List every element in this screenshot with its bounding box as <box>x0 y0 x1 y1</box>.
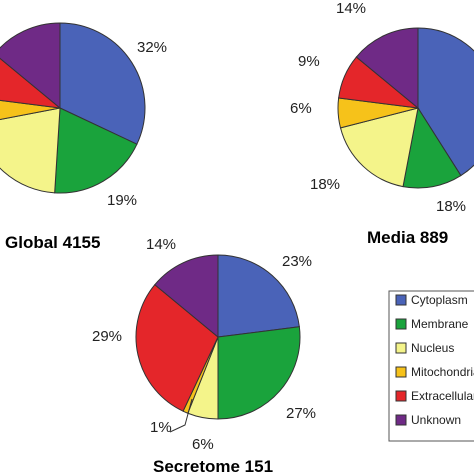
pie-secretome-slice-unknown <box>154 254 219 339</box>
pie-media-label-mitochondria: 6% <box>290 100 312 117</box>
pie-media-label-nucleus: 18% <box>310 176 340 193</box>
pie-secretome-slice-cytoplasm <box>217 254 300 338</box>
pie-secretome-label-extracellular: 29% <box>92 328 122 345</box>
legend-label-extracellular: Extracellular <box>411 389 474 403</box>
legend-label-membrane: Membrane <box>411 317 469 331</box>
legend-label-unknown: Unknown <box>411 413 461 427</box>
pie-media-label-unknown: 14% <box>336 0 366 17</box>
legend-swatch-cytoplasm <box>395 294 407 306</box>
pie-secretome-label-nucleus: 6% <box>192 436 214 453</box>
pie-global-label-cytoplasm: 32% <box>137 39 167 56</box>
pie-global-slice-membrane <box>54 107 138 194</box>
pie-secretome-label-mitochondria: 1% <box>150 419 172 436</box>
legend-swatch-extracellular <box>395 390 407 402</box>
pie-secretome-label-membrane: 27% <box>286 405 316 422</box>
pie-global-slice-nucleus <box>0 107 61 194</box>
pie-secretome-slice-membrane <box>217 326 301 420</box>
pie-title-media: Media 889 <box>367 228 448 247</box>
pie-global-slice-cytoplasm <box>59 22 146 145</box>
legend-swatch-unknown <box>395 414 407 426</box>
legend-label-mitochondria: Mitochondria <box>411 365 474 379</box>
pie-title-global: Global 4155 <box>5 233 100 252</box>
pie-media-label-extracellular: 9% <box>298 53 320 70</box>
legend-swatch-membrane <box>395 318 407 330</box>
leader-line-secretome-mitochondria <box>169 398 193 433</box>
legend-swatch-nucleus <box>395 342 407 354</box>
legend-swatch-mitochondria <box>395 366 407 378</box>
pie-media-slice-cytoplasm <box>417 27 474 177</box>
pie-global-label-membrane: 19% <box>107 192 137 209</box>
legend-label-nucleus: Nucleus <box>411 341 454 355</box>
pie-secretome-slice-extracellular <box>135 284 219 412</box>
pie-secretome-label-unknown: 14% <box>146 236 176 253</box>
pie-media-label-membrane: 18% <box>436 198 466 215</box>
pie-title-secretome: Secretome 151 <box>153 457 273 474</box>
pie-secretome-label-cytoplasm: 23% <box>282 253 312 270</box>
legend-label-cytoplasm: Cytoplasm <box>411 293 468 307</box>
pie-media-slice-nucleus <box>339 107 419 188</box>
pie-global-slice-unknown <box>0 22 61 110</box>
pie-media-slice-unknown <box>355 27 419 110</box>
legend: Cytoplasm Membrane Nucleus Mitochondria Extr… <box>388 290 474 442</box>
pie-global-slice-mitochondria <box>0 99 61 120</box>
pie-media-slice-membrane <box>402 106 462 189</box>
